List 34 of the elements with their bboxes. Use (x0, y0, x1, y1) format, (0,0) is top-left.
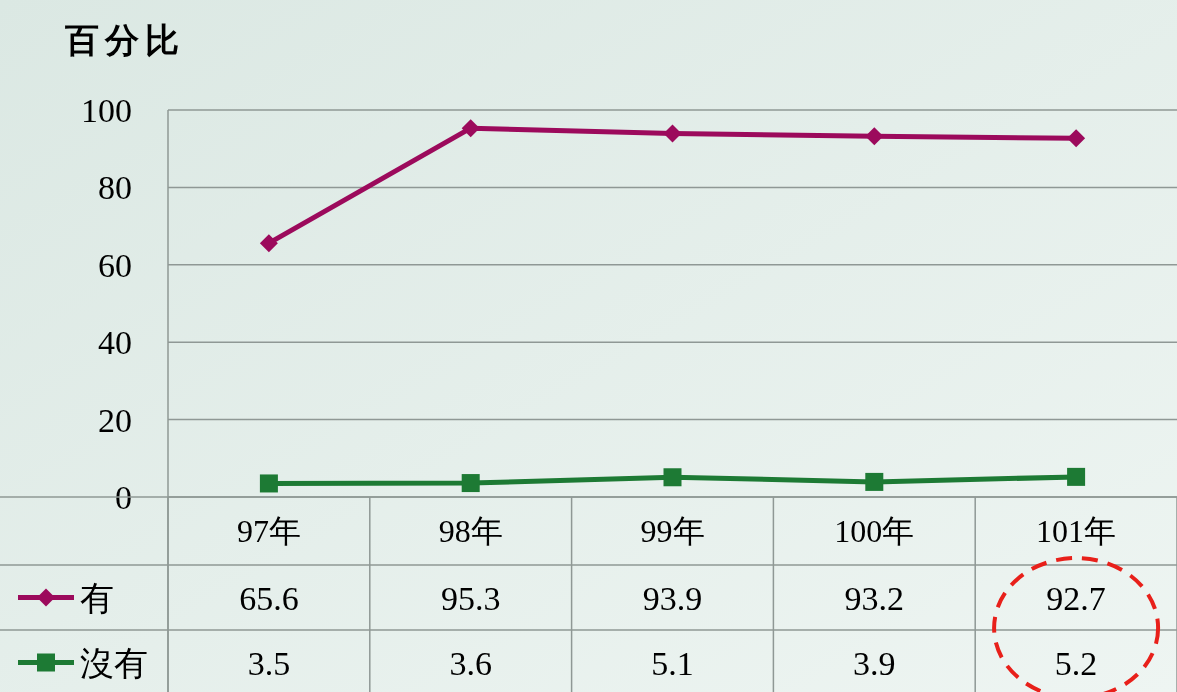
data-label: 5.1 (651, 644, 694, 682)
x-tick-label: 98年 (438, 513, 503, 549)
point (865, 472, 884, 491)
y-axis-title: 百分比 (64, 20, 185, 60)
point (259, 474, 278, 493)
point (461, 474, 480, 493)
x-tick-label: 100年 (834, 513, 915, 549)
data-label: 5.2 (1054, 644, 1098, 682)
data-label: 3.5 (247, 644, 291, 682)
data-label: 95.3 (440, 579, 501, 617)
y-tick-label: 100 (81, 92, 132, 129)
y-tick-label: 0 (115, 479, 132, 516)
point (1067, 129, 1086, 148)
data-label: 3.6 (449, 644, 492, 682)
y-tick-label: 20 (98, 401, 132, 439)
x-tick-label: 101年 (1036, 513, 1117, 549)
data-label: 92.7 (1046, 579, 1106, 617)
y-tick-label: 60 (98, 246, 132, 284)
y-tick-label: 40 (98, 324, 132, 362)
point (461, 119, 480, 138)
y-tick-label: 80 (98, 169, 132, 207)
data-label: 93.2 (844, 579, 905, 617)
legend-label: 沒有 (80, 642, 148, 683)
point (865, 127, 884, 146)
data-label: 93.9 (642, 579, 703, 617)
x-tick-label: 99年 (640, 513, 705, 549)
x-tick-label: 97年 (236, 513, 301, 549)
legend-label: 有 (80, 577, 114, 618)
data-label: 65.6 (239, 579, 299, 617)
point (663, 124, 682, 143)
point (259, 234, 278, 253)
data-label: 3.9 (853, 644, 896, 682)
point (1067, 467, 1086, 486)
point (663, 468, 682, 487)
